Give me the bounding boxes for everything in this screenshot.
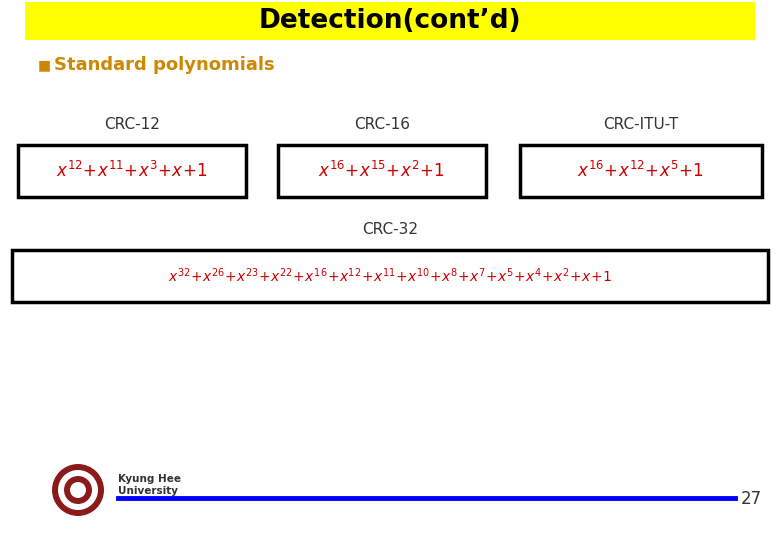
Text: $x^{16}\!+\!x^{12}\!+\!x^{5}\!+\!1$: $x^{16}\!+\!x^{12}\!+\!x^{5}\!+\!1$ xyxy=(577,161,704,181)
Text: $x^{16}\!+\!x^{15}\!+\!x^{2}\!+\!1$: $x^{16}\!+\!x^{15}\!+\!x^{2}\!+\!1$ xyxy=(318,161,445,181)
Bar xyxy=(18,145,246,197)
Bar xyxy=(12,250,768,302)
Text: CRC-16: CRC-16 xyxy=(354,117,410,132)
Text: CRC-32: CRC-32 xyxy=(362,222,418,237)
Text: University: University xyxy=(118,486,178,496)
Circle shape xyxy=(52,464,104,516)
Text: Standard polynomials: Standard polynomials xyxy=(54,56,275,74)
Circle shape xyxy=(58,470,98,510)
Text: $x^{32}\!+\!x^{26}\!+\!x^{23}\!+\!x^{22}\!+\!x^{16}\!+\!x^{12}\!+\!x^{11}\!+\!x^: $x^{32}\!+\!x^{26}\!+\!x^{23}\!+\!x^{22}… xyxy=(168,267,612,285)
Bar xyxy=(520,145,762,197)
Text: $x^{12}\!+\!x^{11}\!+\!x^{3}\!+\!x\!+\!1$: $x^{12}\!+\!x^{11}\!+\!x^{3}\!+\!x\!+\!1… xyxy=(56,161,208,181)
Text: CRC-12: CRC-12 xyxy=(104,117,160,132)
Circle shape xyxy=(70,482,86,498)
Bar xyxy=(25,2,755,40)
Text: Kyung Hee: Kyung Hee xyxy=(118,474,181,484)
Text: Detection(cont’d): Detection(cont’d) xyxy=(259,8,521,34)
Text: CRC-ITU-T: CRC-ITU-T xyxy=(604,117,679,132)
Text: ■: ■ xyxy=(38,58,51,72)
Text: 27: 27 xyxy=(741,490,762,508)
Bar xyxy=(278,145,486,197)
Circle shape xyxy=(64,476,92,504)
